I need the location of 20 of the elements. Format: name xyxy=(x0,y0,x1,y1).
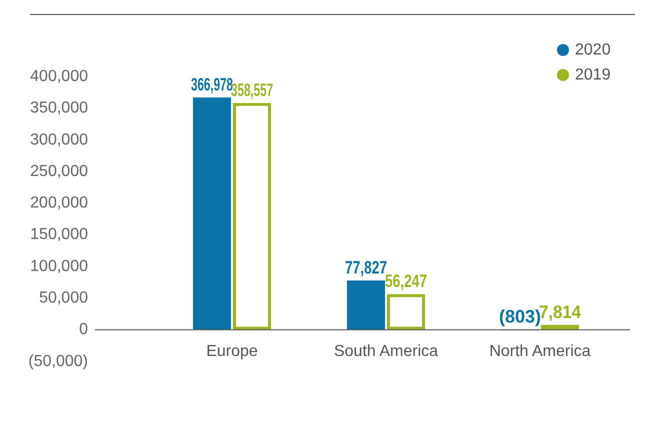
y-tick-label: (50,000) xyxy=(28,352,88,370)
legend-label: 2019 xyxy=(575,66,611,84)
x-tick-label: Europe xyxy=(206,342,258,360)
y-tick-label: 400,000 xyxy=(30,68,88,86)
x-tick-label: North America xyxy=(489,342,591,360)
x-tick-label: South America xyxy=(334,342,438,360)
data-label: 7,814 xyxy=(539,301,582,322)
y-tick-label: 150,000 xyxy=(30,226,88,244)
legend-label: 2020 xyxy=(575,41,611,58)
y-tick-label: 50,000 xyxy=(39,290,88,307)
y-tick-label: 0 xyxy=(79,321,88,338)
y-tick-label: 200,000 xyxy=(30,194,88,212)
data-label: 366,978 xyxy=(190,75,233,96)
data-label: 358,557 xyxy=(231,80,274,101)
data-label: 56,247 xyxy=(385,272,428,292)
y-tick-label: 100,000 xyxy=(30,258,88,275)
y-tick-label: 350,000 xyxy=(30,100,88,117)
y-tick-label: 250,000 xyxy=(30,162,88,180)
y-tick-label: 300,000 xyxy=(30,131,88,148)
data-label: (803) xyxy=(498,306,541,327)
